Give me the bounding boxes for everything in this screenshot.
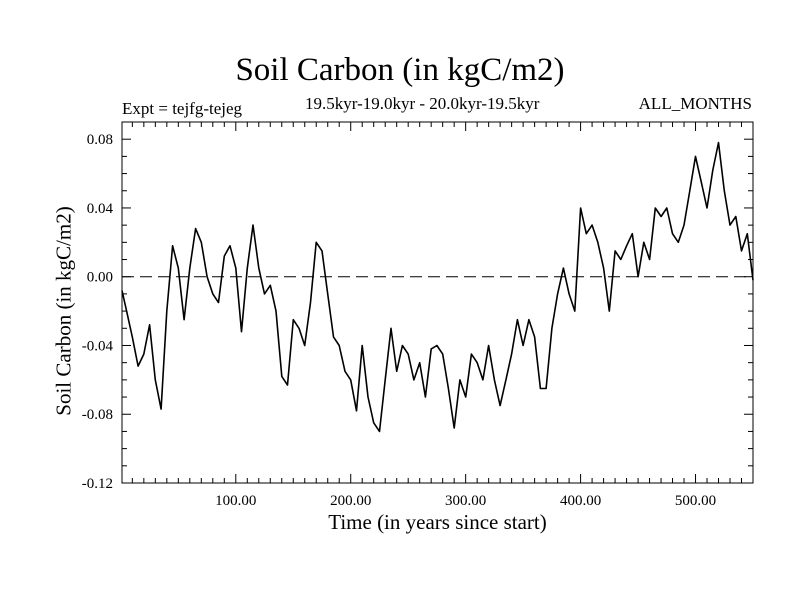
y-tick-label: -0.08 bbox=[82, 407, 113, 423]
y-tick-label: 0.08 bbox=[87, 132, 113, 148]
y-tick-label: -0.04 bbox=[82, 338, 114, 354]
months-label: ALL_MONTHS bbox=[638, 94, 752, 113]
soil-carbon-series-line bbox=[121, 141, 754, 433]
x-tick-label: 200.00 bbox=[330, 493, 371, 509]
y-tick-label: 0.04 bbox=[87, 201, 114, 217]
x-tick-label: 500.00 bbox=[675, 493, 716, 509]
x-tick-label: 400.00 bbox=[560, 493, 601, 509]
x-axis-label: Time (in years since start) bbox=[328, 510, 547, 534]
chart-subtitle: 19.5kyr-19.0kyr - 20.0kyr-19.5kyr bbox=[305, 94, 540, 113]
x-tick-label: 100.00 bbox=[215, 493, 256, 509]
tick-labels: 100.00 200.00 300.00 400.00 500.00 0.08 0.04 0.… bbox=[82, 132, 716, 509]
chart-title: Soil Carbon (in kgC/m2) bbox=[235, 52, 565, 88]
y-axis-label: Soil Carbon (in kgC/m2) bbox=[51, 206, 76, 416]
y-tick-label: 0.00 bbox=[87, 270, 113, 286]
experiment-label: Expt = tejfg-tejeg bbox=[122, 99, 243, 118]
plot-frame bbox=[121, 121, 754, 484]
axis-ticks bbox=[122, 121, 754, 484]
x-tick-label: 300.00 bbox=[445, 493, 486, 509]
y-tick-label: -0.12 bbox=[82, 476, 113, 492]
